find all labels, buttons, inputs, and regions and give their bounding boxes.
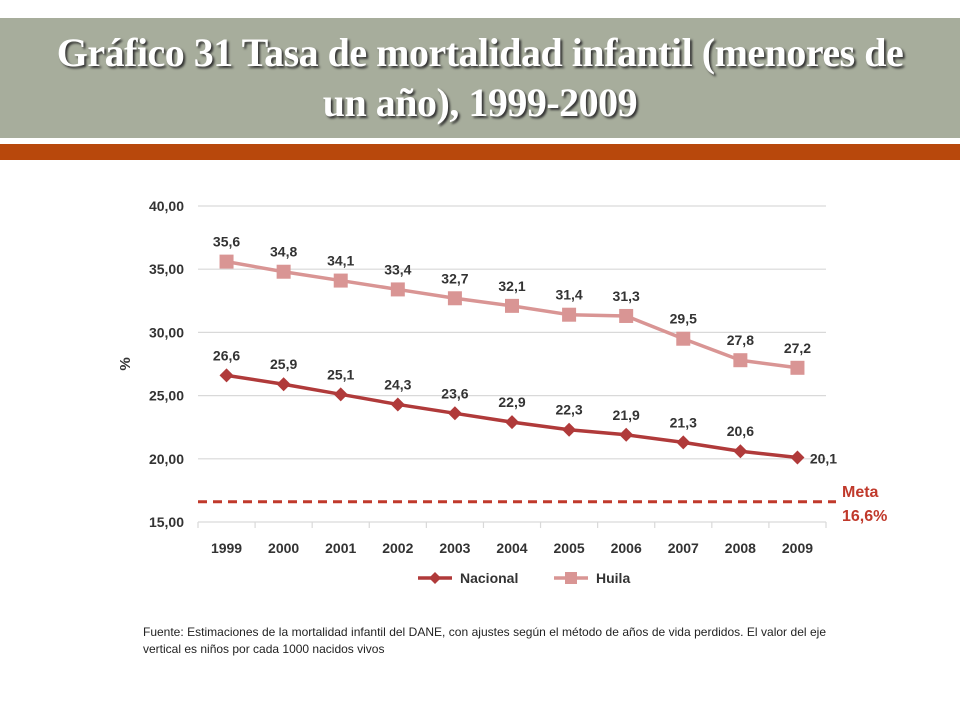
nacional-data-label: 23,6 (441, 385, 468, 401)
nacional-data-label: 22,3 (555, 402, 582, 418)
nacional-data-label: 25,1 (327, 366, 354, 382)
huila-point (276, 264, 291, 279)
meta-label: Meta (842, 484, 879, 501)
huila-data-label: 32,7 (441, 270, 468, 286)
y-tick-label: 20,00 (149, 451, 184, 467)
huila-data-label: 31,3 (613, 288, 640, 304)
huila-point (505, 298, 519, 313)
x-tick-label: 2009 (782, 540, 813, 556)
huila-point (447, 291, 462, 306)
legend-huila-marker (565, 572, 577, 584)
x-tick-label: 2003 (439, 540, 470, 556)
x-tick-label: 1999 (211, 540, 242, 556)
huila-data-label: 32,1 (498, 278, 525, 294)
y-tick-label: 40,00 (149, 198, 184, 214)
huila-data-label: 29,5 (670, 311, 697, 327)
nacional-point (733, 444, 748, 459)
huila-point (733, 353, 748, 368)
y-tick-label: 30,00 (149, 324, 184, 340)
huila-point (676, 331, 691, 346)
mortality-line-chart: 15,00 20,00 25,00 30,00 35,00 40,00 1999 2000 20… (117, 198, 887, 586)
title-band: Gráfico 31 Tasa de mortalidad infantil (… (0, 18, 960, 138)
huila-data-label: 33,4 (384, 261, 411, 277)
x-tick-label: 2000 (268, 540, 299, 556)
nacional-point (619, 427, 634, 442)
nacional-point (276, 377, 291, 392)
huila-point (390, 282, 405, 297)
huila-point (790, 360, 805, 375)
legend-huila-label: Huila (596, 570, 630, 586)
nacional-point (390, 397, 405, 412)
huila-data-label: 31,4 (555, 287, 582, 303)
x-tick-label: 2006 (611, 540, 642, 556)
huila-data-label: 27,2 (784, 340, 811, 356)
slide-title: Gráfico 31 Tasa de mortalidad infantil (… (56, 30, 904, 125)
huila-data-label: 34,1 (327, 253, 354, 269)
x-tick-label: 2002 (382, 540, 413, 556)
y-tick-label: 15,00 (149, 514, 184, 530)
nacional-point (333, 387, 348, 402)
source-note: Fuente: Estimaciones de la mortalidad in… (143, 625, 826, 656)
nacional-data-label: 22,9 (498, 394, 525, 410)
legend-nacional-label: Nacional (460, 570, 518, 586)
x-tick-label: 2007 (668, 540, 699, 556)
y-tick-label: 35,00 (149, 261, 184, 277)
nacional-data-label: 20,6 (727, 423, 754, 439)
huila-data-label: 35,6 (213, 234, 240, 250)
nacional-data-label: 26,6 (213, 347, 240, 363)
meta-value-label: 16,6% (842, 508, 887, 525)
accent-bar (0, 144, 960, 160)
nacional-data-label: 20,1 (810, 451, 837, 467)
huila-point (562, 307, 577, 322)
x-tick-label: 2004 (496, 540, 527, 556)
legend-nacional-marker (429, 572, 441, 584)
huila-point (219, 254, 234, 269)
nacional-point (219, 368, 234, 383)
nacional-point (505, 415, 519, 430)
nacional-point (676, 435, 691, 450)
huila-data-label: 27,8 (727, 332, 754, 348)
x-tick-label: 2001 (325, 540, 356, 556)
huila-point (619, 308, 634, 323)
nacional-point (790, 450, 805, 465)
nacional-data-label: 21,9 (613, 407, 640, 423)
y-axis-label: % (117, 357, 134, 370)
nacional-point (562, 422, 577, 437)
nacional-data-label: 21,3 (670, 414, 697, 430)
y-tick-label: 25,00 (149, 388, 184, 404)
huila-data-label: 34,8 (270, 244, 297, 260)
nacional-data-label: 25,9 (270, 356, 297, 372)
x-tick-label: 2008 (725, 540, 756, 556)
huila-point (333, 273, 348, 288)
nacional-data-label: 24,3 (384, 376, 411, 392)
nacional-point (447, 406, 462, 421)
x-tick-label: 2005 (554, 540, 585, 556)
